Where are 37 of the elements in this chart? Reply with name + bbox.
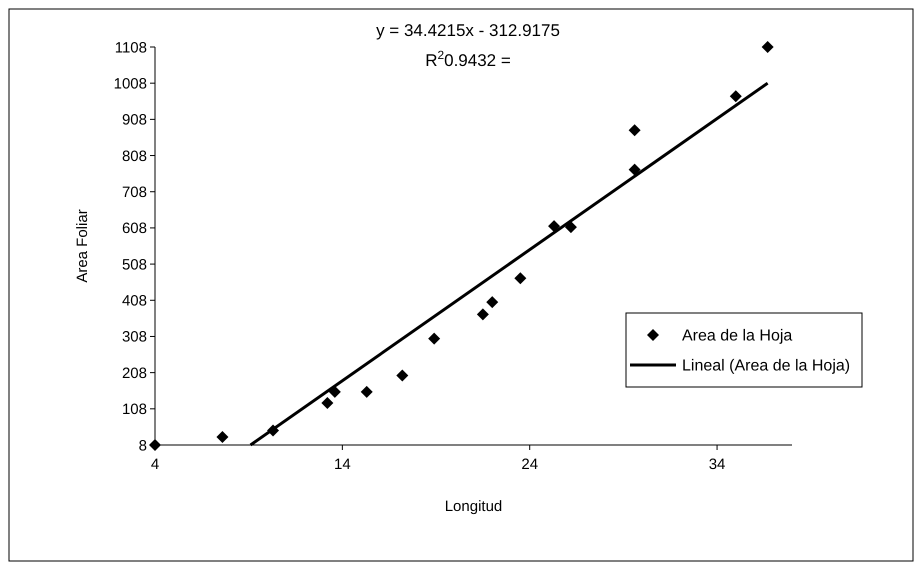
point	[216, 431, 228, 444]
x-tick-label: 24	[521, 456, 538, 473]
point	[476, 308, 489, 320]
x-tick-label: 34	[708, 456, 726, 473]
point	[730, 90, 742, 102]
y-tick-label: 808	[122, 148, 147, 165]
legend-label: Lineal (Area de la Hoja)	[682, 358, 850, 375]
x-tick-label: 4	[150, 456, 160, 473]
point	[321, 397, 334, 410]
point	[548, 220, 560, 232]
y-axis-title: Area Foliar	[74, 209, 91, 283]
y-tick-label: 708	[122, 184, 147, 201]
x-axis-title: Longitud	[444, 498, 502, 515]
point	[762, 41, 774, 53]
point	[396, 370, 408, 382]
annotation: R$^{2}$0.9432 =	[425, 48, 511, 70]
text: y = 34.4215x - 312.9175	[376, 21, 560, 40]
point	[514, 272, 526, 284]
y-tick-label: 1108	[114, 39, 147, 56]
legend-label: Area de la Hoja	[682, 328, 792, 345]
point	[628, 124, 641, 136]
y-tick-label: 508	[122, 256, 147, 274]
x-tick-label: 14	[334, 456, 351, 473]
point	[486, 296, 498, 308]
y-tick-label: 208	[122, 364, 147, 382]
y-tick-label: 108	[122, 401, 147, 418]
y-tick-label: 408	[122, 292, 147, 310]
y-tick-label: 908	[122, 112, 147, 129]
y-tick-label: 8	[138, 437, 147, 454]
y-tick-label: 308	[122, 328, 147, 346]
point	[360, 386, 373, 398]
y-tick-label: 1008	[114, 75, 147, 92]
point	[428, 332, 440, 345]
point	[628, 164, 641, 176]
point	[149, 439, 161, 451]
y-tick-label: 608	[122, 220, 147, 238]
point	[564, 221, 577, 234]
